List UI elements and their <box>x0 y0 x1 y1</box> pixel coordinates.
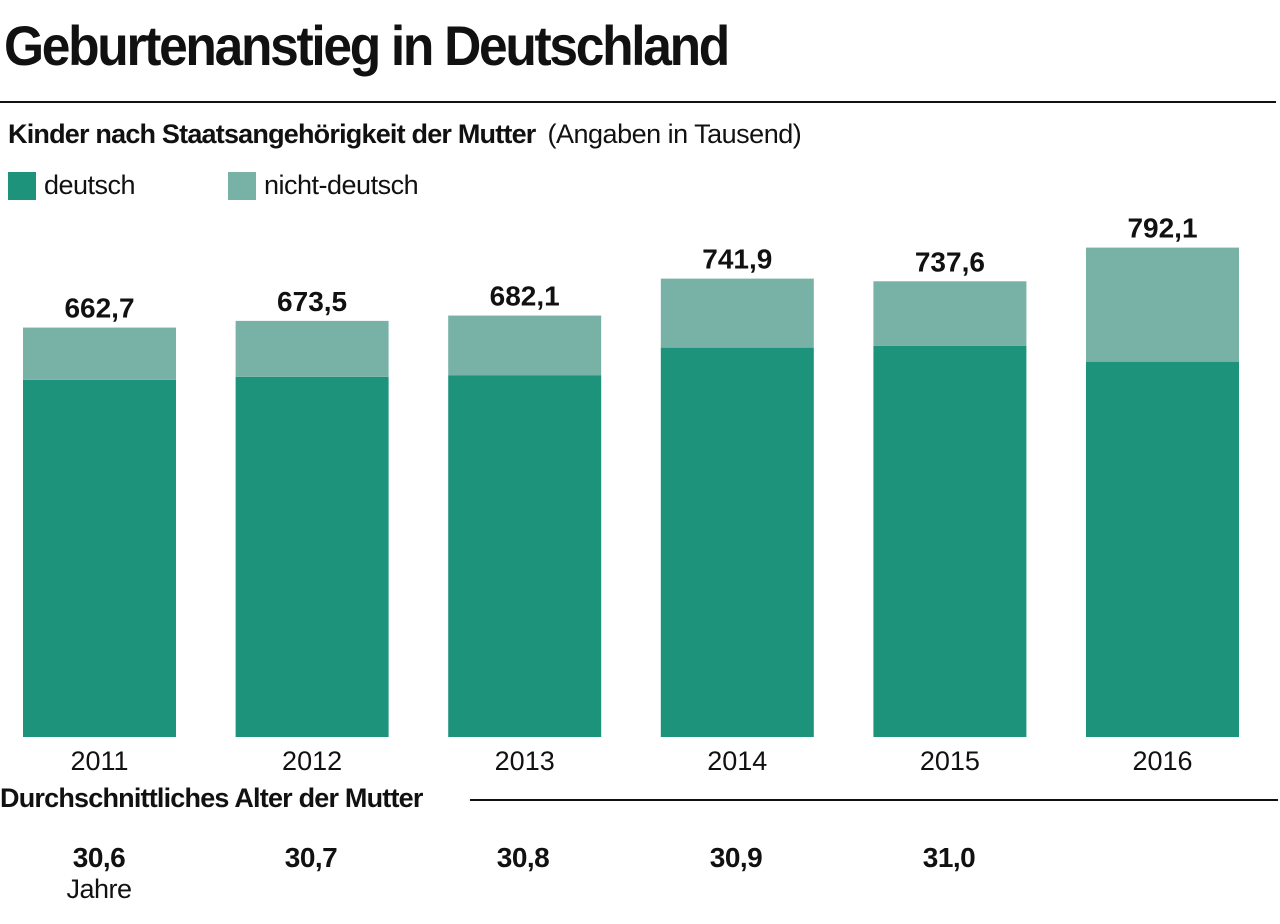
legend-item-deutsch: deutsch <box>8 170 136 201</box>
chart-subtitle: Kinder nach Staatsangehörigkeit der Mutt… <box>8 118 802 150</box>
bar-deutsch-2011 <box>23 379 176 737</box>
x-tick-label-2014: 2014 <box>707 746 767 776</box>
bar-deutsch-2015 <box>873 345 1027 737</box>
age-value-2014: 30,9 <box>709 842 763 873</box>
total-label-2012: 673,5 <box>277 286 347 317</box>
total-label-2015: 737,6 <box>915 246 985 277</box>
total-label-2013: 682,1 <box>490 281 560 312</box>
age-value-2012: 30,7 <box>284 842 338 873</box>
total-label-2014: 741,9 <box>702 244 772 275</box>
x-tick-label-2012: 2012 <box>282 746 342 776</box>
bar-deutsch-2014 <box>660 347 814 737</box>
bar-nicht-deutsch-2014 <box>660 278 814 348</box>
age-unit: Jahre <box>66 874 132 904</box>
bar-deutsch-2016 <box>1086 361 1239 737</box>
x-tick-label-2015: 2015 <box>920 746 980 776</box>
total-label-2011: 662,7 <box>64 293 134 324</box>
legend-swatch-nicht-deutsch <box>228 171 256 200</box>
bar-nicht-deutsch-2016 <box>1086 247 1239 362</box>
x-tick-label-2011: 2011 <box>70 746 128 776</box>
title-rule <box>0 101 1276 103</box>
bar-nicht-deutsch-2013 <box>448 315 602 376</box>
x-tick-label-2013: 2013 <box>495 746 555 776</box>
age-rule <box>470 799 1278 801</box>
bar-nicht-deutsch-2012 <box>235 320 389 377</box>
age-value-2013: 30,8 <box>496 842 550 873</box>
legend-item-nicht-deutsch: nicht-deutsch <box>228 170 419 201</box>
bar-nicht-deutsch-2011 <box>23 327 176 380</box>
unit-note: (Angaben in Tausend) <box>547 119 802 149</box>
chart-title: Geburtenanstieg in Deutschland <box>4 14 730 77</box>
bar-deutsch-2012 <box>235 376 389 737</box>
legend-label-nicht-deutsch: nicht-deutsch <box>264 170 419 200</box>
total-label-2016: 792,1 <box>1127 213 1197 244</box>
bar-nicht-deutsch-2015 <box>873 281 1027 346</box>
legend-label-deutsch: deutsch <box>44 170 136 200</box>
subtitle-text: Kinder nach Staatsangehörigkeit der Mutt… <box>8 119 536 149</box>
legend-swatch-deutsch <box>8 171 36 200</box>
legend: deutsch nicht-deutsch <box>8 170 708 204</box>
age-value-2015: 31,0 <box>922 842 976 873</box>
x-tick-label-2016: 2016 <box>1132 746 1192 776</box>
age-heading: Durchschnittliches Alter der Mutter <box>0 783 423 813</box>
bar-deutsch-2013 <box>448 375 602 737</box>
age-value-2011: 30,6 <box>72 842 126 873</box>
